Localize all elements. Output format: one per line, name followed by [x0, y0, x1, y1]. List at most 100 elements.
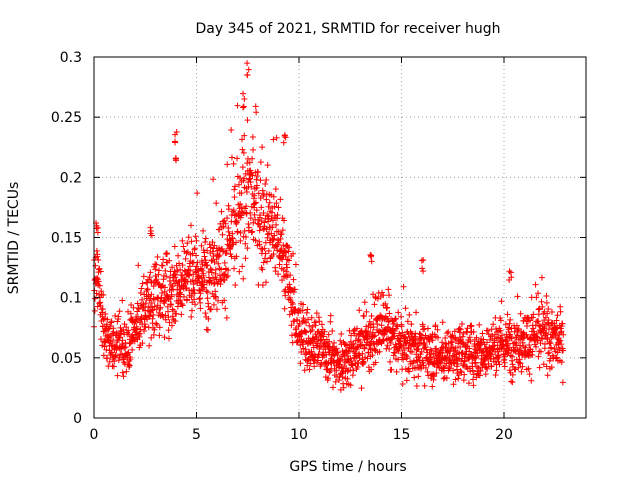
data-point	[278, 245, 285, 252]
data-point	[193, 237, 200, 244]
data-point	[159, 289, 166, 296]
data-point	[245, 221, 252, 228]
data-point	[468, 323, 475, 330]
data-point	[192, 233, 199, 240]
data-point	[225, 206, 232, 213]
data-point	[215, 297, 222, 304]
data-point	[370, 340, 377, 347]
data-point	[172, 274, 179, 281]
data-point	[151, 326, 158, 333]
data-point	[514, 327, 521, 334]
x-tick-label: 15	[393, 427, 411, 443]
data-point	[509, 353, 516, 360]
data-point	[358, 385, 365, 392]
data-point	[304, 306, 311, 313]
data-point	[361, 299, 368, 306]
data-point	[356, 307, 363, 314]
data-point	[401, 346, 408, 353]
data-point	[171, 243, 178, 250]
data-point	[368, 366, 375, 373]
data-point	[257, 159, 264, 166]
data-point	[548, 308, 555, 315]
data-point	[461, 371, 468, 378]
data-point	[252, 237, 259, 244]
data-point	[427, 346, 434, 353]
data-point	[299, 307, 306, 314]
data-point	[286, 311, 293, 318]
data-point	[376, 328, 383, 335]
data-point	[277, 196, 284, 203]
data-point	[347, 382, 354, 389]
data-point	[287, 288, 294, 295]
data-point	[439, 319, 446, 326]
data-point	[260, 259, 267, 266]
data-point	[270, 136, 277, 143]
data-point	[231, 186, 238, 193]
data-point	[204, 289, 211, 296]
data-point	[191, 296, 198, 303]
data-point	[240, 103, 247, 110]
data-point	[545, 350, 552, 357]
data-point	[395, 309, 402, 316]
data-point	[306, 322, 313, 329]
data-point	[97, 268, 104, 275]
data-point	[148, 291, 155, 298]
data-point	[529, 348, 536, 355]
data-point	[240, 104, 247, 111]
data-point	[273, 221, 280, 228]
data-point	[546, 349, 553, 356]
chart-title: Day 345 of 2021, SRMTID for receiver hug…	[196, 21, 501, 37]
data-point	[548, 364, 555, 371]
data-point	[208, 306, 215, 313]
data-point	[247, 215, 254, 222]
data-point	[197, 305, 204, 312]
data-point	[240, 90, 247, 97]
data-point	[168, 293, 175, 300]
data-point	[543, 363, 550, 370]
data-point	[208, 257, 215, 264]
data-point	[125, 349, 132, 356]
data-point	[452, 376, 459, 383]
data-point	[320, 333, 327, 340]
data-point	[287, 272, 294, 279]
data-point	[119, 297, 126, 304]
data-point	[438, 357, 445, 364]
data-point	[439, 339, 446, 346]
data-point	[100, 352, 107, 359]
data-point	[355, 336, 362, 343]
data-point	[231, 194, 238, 201]
data-point	[308, 348, 315, 355]
data-point	[286, 244, 293, 251]
data-point	[414, 358, 421, 365]
data-point	[220, 271, 227, 278]
data-point	[241, 175, 248, 182]
data-point	[514, 293, 521, 300]
data-point	[155, 271, 162, 278]
data-point	[485, 360, 492, 367]
data-point	[489, 351, 496, 358]
data-point	[150, 283, 157, 290]
data-point	[139, 280, 146, 287]
data-point	[259, 187, 266, 194]
data-point	[173, 128, 180, 135]
data-point	[368, 313, 375, 320]
data-point	[191, 290, 198, 297]
data-point	[201, 284, 208, 291]
data-point	[516, 356, 523, 363]
data-point	[234, 229, 241, 236]
data-point	[482, 371, 489, 378]
data-point	[368, 258, 375, 265]
data-point	[413, 309, 420, 316]
data-point	[273, 200, 280, 207]
data-point	[243, 189, 250, 196]
data-point	[498, 298, 505, 305]
data-point	[311, 363, 318, 370]
data-point	[445, 328, 452, 335]
data-point	[440, 375, 447, 382]
data-point	[543, 292, 550, 299]
data-point	[483, 339, 490, 346]
data-point	[380, 331, 387, 338]
data-point	[150, 331, 157, 338]
data-point	[119, 369, 126, 376]
data-point	[186, 271, 193, 278]
